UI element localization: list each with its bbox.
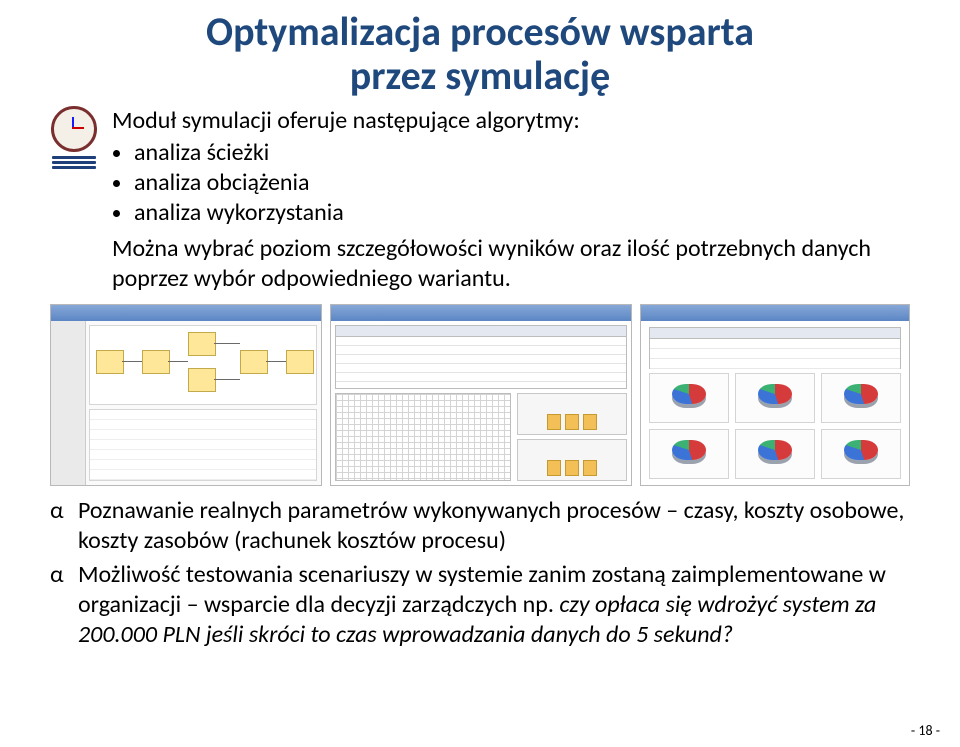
lower-bullets: α Poznawanie realnych parametrów wykonyw… — [50, 496, 910, 650]
page-title: Optymalizacja procesów wsparta przez sym… — [50, 10, 910, 98]
algorithm-list: analiza ścieżki analiza obciążenia anali… — [112, 138, 910, 228]
alpha-marker: α — [50, 560, 68, 650]
intro-text: Moduł symulacji oferuje następujące algo… — [112, 106, 910, 300]
alpha-item-1: α Poznawanie realnych parametrów wykonyw… — [50, 496, 910, 556]
page-number: - 18 - — [911, 722, 940, 739]
title-line-1: Optymalizacja procesów wsparta — [206, 7, 754, 56]
screenshot-flow-diagram — [50, 304, 322, 486]
intro-block: Moduł symulacji oferuje następujące algo… — [50, 106, 910, 300]
alpha-text-2: Możliwość testowania scenariuszy w syste… — [78, 560, 910, 650]
list-item: analiza ścieżki — [134, 138, 910, 168]
alpha-marker: α — [50, 496, 68, 556]
title-line-2: przez symulację — [350, 51, 611, 100]
alpha-item-2: α Możliwość testowania scenariuszy w sys… — [50, 560, 910, 650]
intro-paragraph: Można wybrać poziom szczegółowości wynik… — [112, 234, 910, 294]
list-item: analiza obciążenia — [134, 168, 910, 198]
list-item: analiza wykorzystania — [134, 198, 910, 228]
intro-lead: Moduł symulacji oferuje następujące algo… — [112, 106, 910, 136]
screenshot-analysis-table — [330, 304, 632, 486]
alpha-text-1: Poznawanie realnych parametrów wykonywan… — [78, 496, 910, 556]
slide-page: Optymalizacja procesów wsparta przez sym… — [0, 0, 960, 747]
screenshot-report-pies — [640, 304, 910, 486]
screenshot-row — [50, 304, 910, 486]
stopwatch-icon — [50, 106, 98, 170]
